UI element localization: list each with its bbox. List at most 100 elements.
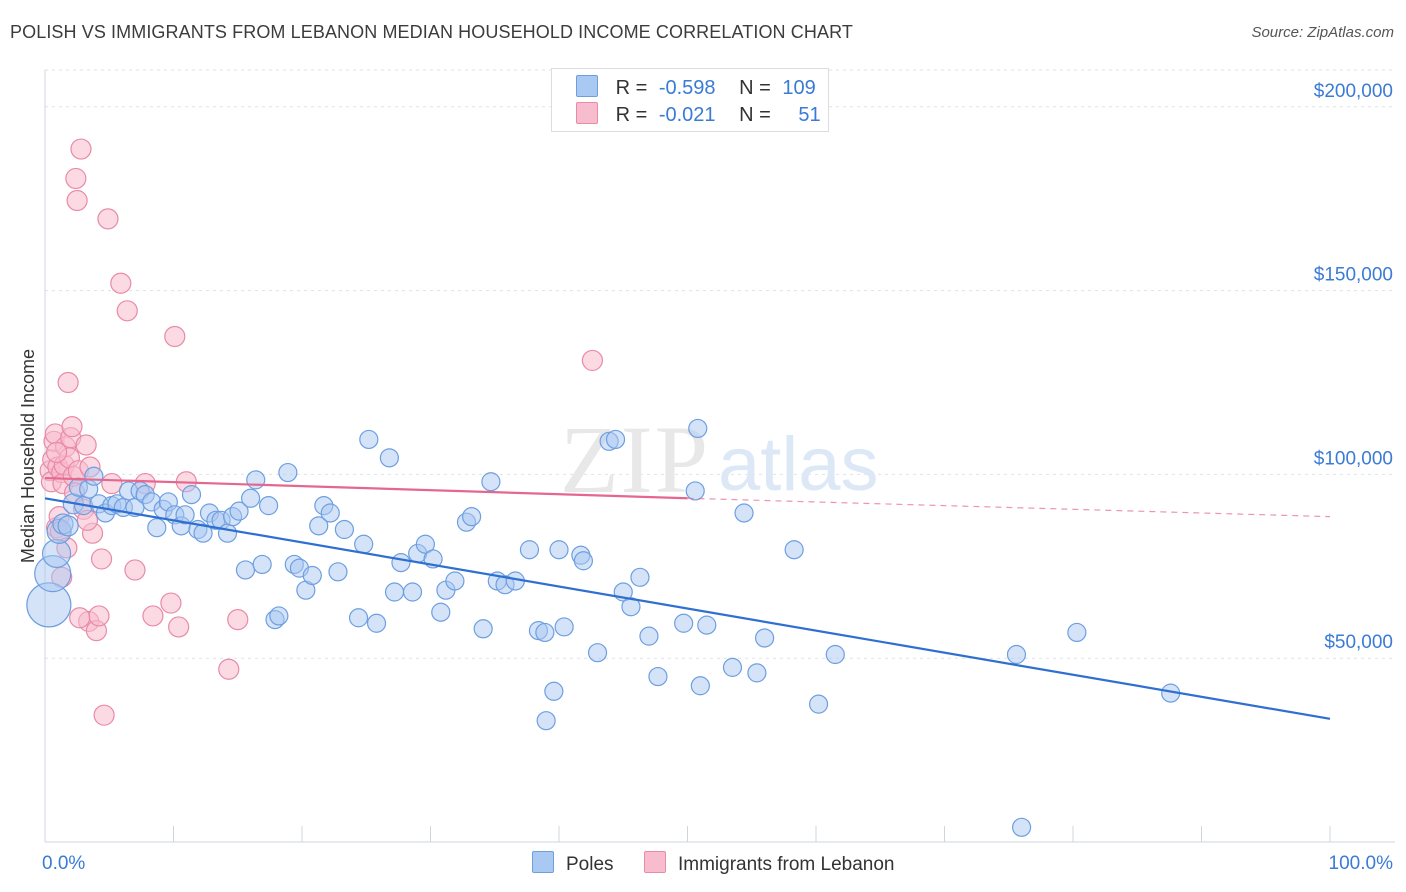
x-tick-label-max: 100.0%	[1329, 853, 1394, 874]
data-point-lebanon	[101, 472, 123, 495]
data-point-poles	[246, 470, 266, 490]
data-point-poles	[621, 597, 641, 617]
data-point-poles	[825, 644, 845, 665]
data-point-poles	[549, 540, 569, 560]
data-point-lebanon	[66, 189, 88, 212]
data-point-poles	[784, 540, 804, 560]
data-point-poles	[269, 606, 289, 626]
legend-r-label: R =	[615, 77, 648, 99]
data-point-lebanon	[97, 208, 119, 230]
data-point-poles	[1006, 644, 1027, 665]
y-tick-label: $200,000	[1314, 81, 1393, 102]
data-point-poles	[754, 628, 775, 648]
data-point-poles	[84, 466, 104, 486]
data-point-poles	[1011, 817, 1032, 837]
data-point-lebanon	[70, 138, 92, 160]
data-point-poles	[747, 663, 767, 683]
bottom-legend-label-lebanon: Immigrants from Lebanon	[678, 854, 895, 875]
data-point-poles	[359, 429, 379, 450]
trend-line-lebanon-extension	[687, 497, 1331, 518]
data-point-poles	[384, 582, 405, 602]
data-point-lebanon	[88, 605, 110, 627]
data-point-lebanon	[45, 441, 68, 463]
data-point-lebanon	[124, 559, 146, 581]
series-poles	[26, 418, 1181, 837]
data-point-lebanon	[164, 325, 186, 348]
trend-line-poles	[44, 497, 1331, 720]
data-point-lebanon	[93, 704, 115, 726]
data-point-poles	[519, 540, 540, 560]
watermark: ZIP atlas	[560, 406, 879, 513]
legend-r-value: -0.598	[658, 77, 716, 99]
y-tick-label: $150,000	[1314, 265, 1393, 286]
data-point-poles	[1067, 622, 1087, 643]
legend-n-value: 109	[782, 77, 816, 99]
legend-r-label: R =	[615, 104, 648, 126]
data-point-poles	[181, 485, 202, 505]
data-point-poles	[147, 518, 167, 538]
data-point-poles	[379, 448, 399, 468]
data-point-poles	[639, 626, 659, 646]
correlation-legend: R = -0.598 N = 109 R = -0.021 N = 51	[551, 68, 829, 132]
data-point-lebanon	[57, 371, 79, 394]
data-point-lebanon	[142, 605, 164, 627]
y-axis-label: Median Household Income	[18, 349, 38, 563]
data-point-poles	[473, 619, 493, 639]
y-tick-label: $100,000	[1314, 448, 1393, 469]
data-point-poles	[685, 481, 705, 501]
data-point-poles	[334, 519, 355, 540]
bottom-legend-lebanon: Immigrants from Lebanon	[644, 851, 895, 876]
data-point-poles	[348, 608, 369, 628]
data-point-poles	[354, 534, 374, 554]
legend-r-value: -0.021	[658, 104, 716, 126]
bottom-legend-label-poles: Poles	[566, 854, 614, 875]
data-point-lebanon	[116, 300, 138, 322]
legend-n-label: N =	[739, 77, 771, 99]
data-point-poles	[366, 613, 387, 633]
data-point-poles	[57, 515, 79, 537]
series-immigrants-from-lebanon	[39, 138, 604, 726]
data-point-poles	[690, 676, 710, 696]
x-tick-label-min: 0.0%	[42, 853, 85, 874]
data-point-lebanon	[160, 592, 182, 614]
trend-line-lebanon	[44, 476, 688, 500]
data-point-poles	[431, 602, 451, 622]
bottom-legend-swatch-lebanon	[644, 851, 666, 873]
data-point-lebanon	[110, 272, 132, 294]
data-point-poles	[302, 565, 322, 586]
data-point-poles	[391, 553, 411, 573]
data-point-lebanon	[218, 658, 240, 680]
watermark-atlas: atlas	[718, 422, 879, 507]
data-point-poles	[241, 488, 261, 508]
data-point-lebanon	[65, 167, 87, 190]
data-point-lebanon	[69, 607, 91, 629]
data-point-poles	[544, 681, 564, 701]
data-point-poles	[309, 516, 329, 536]
data-point-poles	[697, 615, 717, 635]
data-point-poles	[808, 694, 829, 714]
data-point-lebanon	[90, 548, 113, 570]
data-point-lebanon	[61, 415, 83, 438]
data-point-poles	[445, 571, 465, 591]
data-point-poles	[229, 501, 249, 521]
legend-swatch-lebanon	[576, 102, 598, 124]
data-point-poles	[258, 496, 279, 516]
data-point-poles	[573, 551, 594, 571]
data-point-poles	[688, 418, 708, 439]
data-point-poles	[722, 657, 743, 677]
data-point-poles	[235, 560, 256, 580]
data-point-lebanon	[75, 434, 97, 456]
data-point-lebanon	[168, 616, 190, 638]
data-point-poles	[320, 503, 340, 523]
chart-title: POLISH VS IMMIGRANTS FROM LEBANON MEDIAN…	[10, 22, 853, 42]
legend-swatch-poles	[576, 75, 598, 97]
data-point-poles	[587, 643, 608, 663]
data-point-poles	[605, 429, 626, 450]
data-point-poles	[402, 582, 423, 602]
legend-n-value: 51	[798, 104, 821, 126]
data-point-poles	[328, 562, 348, 582]
axis-labels: $50,000 $100,000 $150,000 $200,000 0.0% 100.0…	[18, 81, 1393, 874]
data-point-poles	[481, 472, 501, 492]
data-point-poles	[535, 622, 555, 643]
